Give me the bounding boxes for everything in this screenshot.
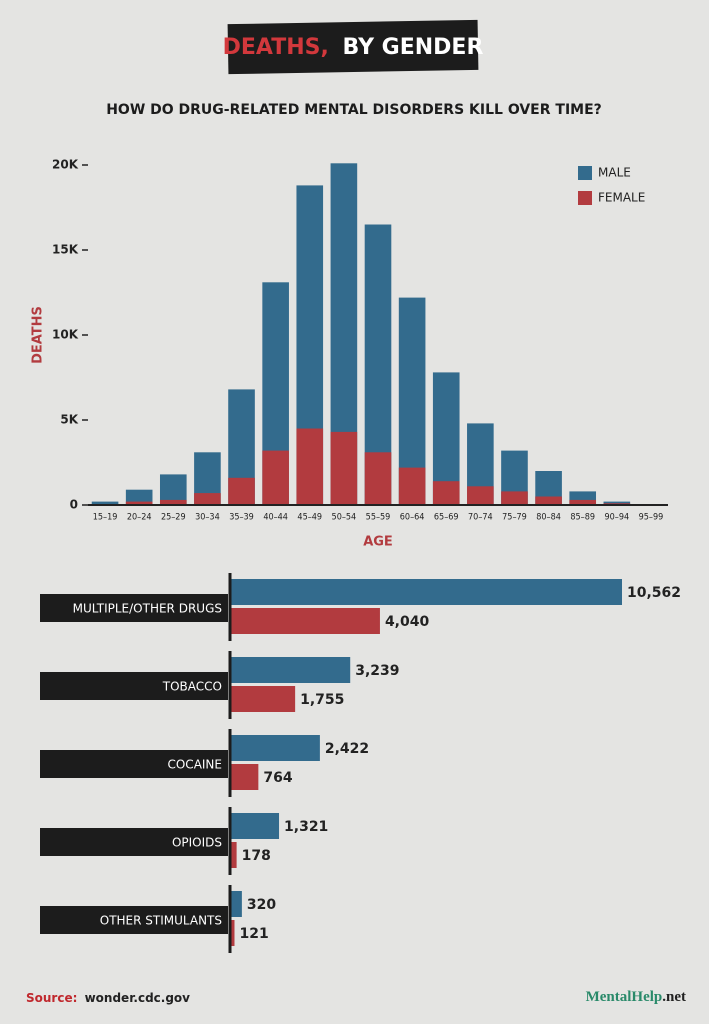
value-label: 3,239 bbox=[355, 663, 399, 679]
bar bbox=[125, 489, 153, 505]
value-label: 1,755 bbox=[300, 692, 344, 708]
x-tick-label: 95–99 bbox=[639, 513, 664, 523]
bar bbox=[330, 431, 358, 505]
x-tick-label: 50–54 bbox=[332, 513, 357, 523]
bar bbox=[230, 608, 380, 634]
legend-swatch bbox=[578, 166, 592, 180]
category-box bbox=[40, 750, 228, 778]
y-tick-label: 20K bbox=[52, 158, 79, 172]
legend-label: MALE bbox=[598, 166, 631, 180]
x-tick-label: 55–59 bbox=[366, 513, 391, 523]
y-tick-label: 15K bbox=[52, 243, 79, 257]
bar bbox=[432, 481, 460, 505]
bar bbox=[230, 735, 320, 761]
x-tick-label: 40–44 bbox=[263, 513, 288, 523]
x-tick-label: 65–69 bbox=[434, 513, 459, 523]
bar bbox=[230, 764, 259, 790]
legend-swatch bbox=[578, 191, 592, 205]
x-tick-label: 70–74 bbox=[468, 513, 493, 523]
bar bbox=[230, 842, 237, 868]
brand-suffix: .net bbox=[662, 989, 686, 1005]
title: DEATHS, BY GENDER bbox=[223, 35, 484, 60]
y-tick-label: 5K bbox=[60, 413, 78, 427]
brand-name: MentalHelp bbox=[586, 989, 663, 1005]
bar bbox=[535, 496, 562, 505]
value-label: 178 bbox=[242, 848, 271, 864]
y-axis-label: DEATHS bbox=[31, 306, 46, 364]
x-tick-label: 35–39 bbox=[229, 513, 254, 523]
x-tick-label: 85–89 bbox=[570, 513, 595, 523]
bar bbox=[228, 477, 255, 505]
value-label: 4,040 bbox=[385, 614, 430, 630]
x-axis-label: AGE bbox=[363, 535, 393, 550]
bar bbox=[230, 920, 235, 946]
bar bbox=[230, 579, 622, 605]
y-tick-label: 10K bbox=[52, 328, 79, 342]
bar bbox=[569, 499, 597, 505]
source-label: Source: bbox=[26, 991, 77, 1005]
bar bbox=[262, 450, 289, 505]
bar bbox=[125, 501, 153, 505]
x-tick-label: 60–64 bbox=[400, 513, 425, 523]
legend-label: FEMALE bbox=[598, 191, 645, 205]
x-tick-label: 20–24 bbox=[127, 513, 152, 523]
title-rest: BY GENDER bbox=[343, 35, 484, 60]
category-box bbox=[40, 906, 228, 934]
x-tick-label: 75–79 bbox=[502, 513, 527, 523]
category-label: OTHER STIMULANTS bbox=[100, 914, 222, 928]
bar bbox=[230, 686, 296, 712]
category-label: TOBACCO bbox=[162, 680, 222, 694]
x-tick-label: 30–34 bbox=[195, 513, 220, 523]
category-box bbox=[40, 594, 228, 622]
source: Source: wonder.cdc.gov bbox=[26, 991, 190, 1005]
bar bbox=[296, 428, 324, 505]
category-box bbox=[40, 672, 228, 700]
brand: MentalHelp.net bbox=[586, 989, 686, 1005]
y-tick-label: 0 bbox=[70, 498, 78, 512]
category-label: COCAINE bbox=[167, 758, 222, 772]
x-tick-label: 90–94 bbox=[604, 513, 629, 523]
x-tick-label: 45–49 bbox=[297, 513, 322, 523]
bar bbox=[91, 501, 119, 505]
value-label: 121 bbox=[239, 926, 268, 942]
bar bbox=[398, 467, 426, 505]
value-label: 764 bbox=[263, 770, 292, 786]
value-label: 10,562 bbox=[627, 585, 681, 601]
bar bbox=[230, 813, 280, 839]
category-label: OPIOIDS bbox=[172, 836, 222, 850]
bar bbox=[501, 491, 528, 505]
value-label: 1,321 bbox=[284, 819, 328, 835]
x-tick-label: 15–19 bbox=[93, 513, 118, 523]
title-banner bbox=[227, 19, 479, 75]
value-label: 2,422 bbox=[325, 741, 369, 757]
x-tick-label: 80–84 bbox=[536, 513, 561, 523]
bar bbox=[159, 499, 187, 505]
source-text: wonder.cdc.gov bbox=[85, 991, 191, 1005]
bar bbox=[230, 891, 242, 917]
bar bbox=[467, 486, 494, 505]
bar bbox=[194, 493, 221, 505]
category-label: MULTIPLE/OTHER DRUGS bbox=[73, 602, 222, 616]
x-tick-label: 25–29 bbox=[161, 513, 186, 523]
category-box bbox=[40, 828, 228, 856]
bar bbox=[230, 657, 351, 683]
value-label: 320 bbox=[247, 897, 276, 913]
bar bbox=[364, 452, 392, 505]
chart-title: HOW DO DRUG-RELATED MENTAL DISORDERS KIL… bbox=[106, 102, 602, 118]
title-highlight: DEATHS, bbox=[223, 35, 329, 60]
